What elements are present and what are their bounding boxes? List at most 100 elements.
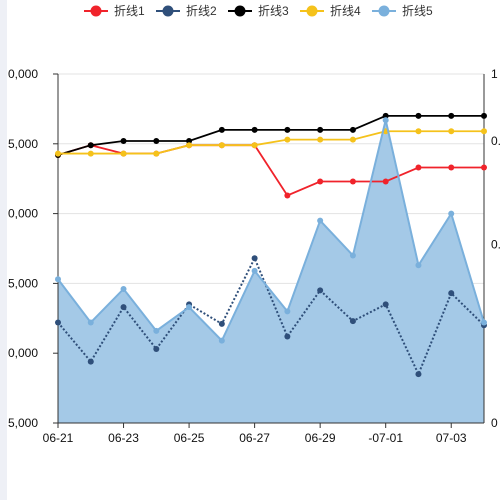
series-4-point[interactable]	[317, 136, 324, 143]
series-1-point[interactable]	[382, 178, 389, 185]
series-5-point[interactable]	[218, 337, 225, 344]
legend-item-3[interactable]: 折线3	[228, 3, 289, 18]
series-2-point[interactable]	[55, 319, 61, 326]
legend-marker-icon	[162, 5, 174, 17]
series-3-point[interactable]	[481, 112, 487, 119]
series-5-point[interactable]	[382, 117, 389, 124]
y-left-tick-label: 0,000	[8, 207, 38, 221]
series-2-point[interactable]	[317, 287, 324, 294]
legend-label: 折线1	[114, 3, 145, 18]
series-4-point[interactable]	[415, 128, 422, 135]
legend-marker-icon	[90, 5, 102, 17]
series-3-point[interactable]	[251, 126, 258, 133]
x-tick-label: 06-27	[239, 431, 270, 445]
legend-item-5[interactable]: 折线5	[372, 3, 433, 18]
series-5-line	[57, 119, 485, 343]
series-3-line	[57, 114, 484, 156]
series-4-point[interactable]	[120, 150, 127, 157]
x-tick-label: 06-25	[174, 431, 205, 445]
series-3-point[interactable]	[218, 126, 225, 133]
series-4-point[interactable]	[218, 142, 225, 149]
series-4-line	[58, 130, 484, 155]
y-right-tick-label: 1	[491, 67, 498, 81]
series-2-point[interactable]	[349, 318, 356, 325]
series-3-point[interactable]	[87, 142, 94, 149]
legend-item-2[interactable]: 折线2	[156, 3, 217, 18]
series-2-point[interactable]	[284, 333, 291, 340]
series-3-point[interactable]	[284, 126, 291, 133]
series-1-point[interactable]	[349, 178, 356, 185]
series-2-line	[57, 255, 485, 377]
series-4-point[interactable]	[349, 136, 356, 143]
series-3-point[interactable]	[317, 126, 324, 133]
series-4-point[interactable]	[153, 150, 160, 157]
series-lines	[55, 112, 487, 378]
series-5-point[interactable]	[481, 319, 487, 326]
series-4-point[interactable]	[448, 128, 455, 135]
series-1-point[interactable]	[415, 164, 422, 171]
series-1-point[interactable]	[481, 164, 487, 171]
series-3-point[interactable]	[349, 126, 356, 133]
series-3-point[interactable]	[186, 138, 193, 145]
y-right-tick-label: 0	[491, 416, 498, 430]
series-2-point[interactable]	[120, 304, 127, 311]
series-1-point[interactable]	[448, 164, 455, 171]
series-1-point[interactable]	[317, 178, 324, 185]
series-5-point[interactable]	[153, 327, 160, 334]
y-right-tick-label: 0.	[491, 134, 500, 148]
x-tick-label: 06-23	[108, 431, 139, 445]
series-2-point[interactable]	[382, 301, 389, 308]
series-3-point[interactable]	[153, 138, 160, 145]
series-5-point[interactable]	[186, 304, 193, 311]
legend-label: 折线3	[258, 3, 289, 18]
tick-labels: 5,000 0,000 5,000 0,000 5,000 0,000 1 0. 0. 0 06-2…	[8, 67, 500, 445]
legend: 折线1 折线2 折线3 折线4 折线5	[84, 3, 433, 18]
y-left-tick-label: 0,000	[8, 346, 38, 360]
y-left-tick-label: 5,000	[8, 137, 38, 151]
series-3-point[interactable]	[415, 112, 422, 119]
legend-marker-icon	[234, 5, 246, 17]
series-3-point[interactable]	[448, 112, 455, 119]
x-tick-label: -07-01	[368, 431, 403, 445]
series-5-point[interactable]	[415, 262, 422, 269]
legend-label: 折线2	[186, 3, 217, 18]
series-5-point[interactable]	[317, 217, 324, 224]
series-2-point[interactable]	[448, 290, 455, 297]
legend-marker-icon	[378, 5, 390, 17]
left-edge-strip	[0, 0, 7, 500]
legend-item-1[interactable]: 折线1	[84, 3, 145, 18]
series-5-point[interactable]	[87, 319, 94, 326]
series-4-point[interactable]	[481, 128, 487, 135]
series-5-point[interactable]	[120, 285, 127, 292]
x-tick-label: 07-03	[436, 431, 467, 445]
series-5-point[interactable]	[349, 252, 356, 259]
series-4-point[interactable]	[55, 150, 61, 157]
x-tick-label: 06-29	[305, 431, 336, 445]
y-left-tick-label: 5,000	[8, 416, 38, 430]
legend-label: 折线5	[402, 3, 433, 18]
y-right-tick-label: 0.	[491, 237, 500, 251]
legend-item-4[interactable]: 折线4	[300, 3, 361, 18]
legend-label: 折线4	[330, 3, 361, 18]
series-5-area	[58, 120, 484, 424]
series-2-point[interactable]	[415, 371, 422, 378]
series-3-point[interactable]	[382, 112, 389, 119]
y-left-tick-label: 5,000	[8, 276, 38, 290]
series-5-point[interactable]	[284, 308, 291, 315]
y-left-tick-label: 0,000	[8, 67, 38, 81]
series-5-point[interactable]	[448, 210, 455, 217]
series-4-point[interactable]	[87, 150, 94, 157]
series-2-point[interactable]	[153, 346, 160, 353]
x-tick-label: 06-21	[43, 431, 74, 445]
series-4-point[interactable]	[284, 136, 291, 143]
series-2-point[interactable]	[218, 320, 225, 327]
series-2-point[interactable]	[251, 255, 258, 262]
series-4-point[interactable]	[251, 142, 258, 149]
series-3-point[interactable]	[120, 138, 127, 145]
series-5-point[interactable]	[251, 267, 258, 274]
series-4-point[interactable]	[186, 142, 193, 149]
series-2-point[interactable]	[87, 358, 94, 365]
series-1-point[interactable]	[284, 192, 291, 199]
series-5-point[interactable]	[55, 276, 61, 283]
